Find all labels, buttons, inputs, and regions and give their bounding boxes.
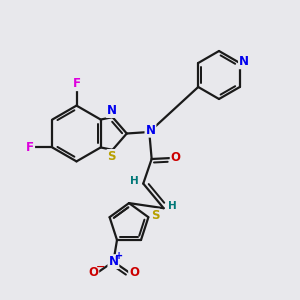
Text: S: S bbox=[107, 150, 116, 163]
Text: N: N bbox=[108, 255, 118, 268]
Text: O: O bbox=[129, 266, 139, 279]
Text: O: O bbox=[171, 151, 181, 164]
Text: N: N bbox=[239, 55, 249, 68]
Text: S: S bbox=[151, 209, 159, 223]
Text: H: H bbox=[168, 201, 177, 211]
Text: O: O bbox=[88, 266, 98, 279]
Text: F: F bbox=[26, 141, 34, 154]
Text: F: F bbox=[73, 77, 80, 90]
Text: +: + bbox=[115, 251, 123, 261]
Text: N: N bbox=[146, 124, 155, 137]
Text: −: − bbox=[96, 261, 105, 272]
Text: H: H bbox=[130, 176, 139, 186]
Text: N: N bbox=[106, 104, 117, 117]
